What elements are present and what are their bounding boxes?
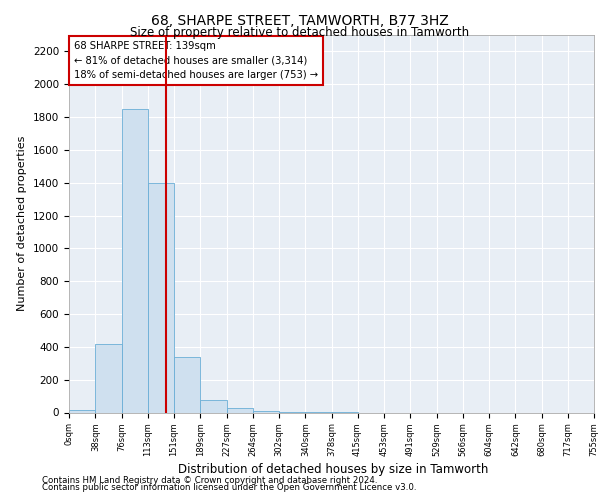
Text: 68, SHARPE STREET, TAMWORTH, B77 3HZ: 68, SHARPE STREET, TAMWORTH, B77 3HZ [151,14,449,28]
Text: Size of property relative to detached houses in Tamworth: Size of property relative to detached ho… [130,26,470,39]
Text: 68 SHARPE STREET: 139sqm
← 81% of detached houses are smaller (3,314)
18% of sem: 68 SHARPE STREET: 139sqm ← 81% of detach… [74,40,319,80]
Bar [200,400,227,412]
Y-axis label: Number of detached properties: Number of detached properties [17,136,28,312]
Text: Contains public sector information licensed under the Open Government Licence v3: Contains public sector information licen… [42,484,416,492]
Bar [174,356,200,412]
Bar [227,408,253,412]
Text: Distribution of detached houses by size in Tamworth: Distribution of detached houses by size … [178,462,488,475]
Bar [122,109,148,412]
Bar [69,410,95,412]
Bar [95,344,122,412]
Text: Contains HM Land Registry data © Crown copyright and database right 2024.: Contains HM Land Registry data © Crown c… [42,476,377,485]
Bar [253,411,279,412]
Bar [148,182,174,412]
